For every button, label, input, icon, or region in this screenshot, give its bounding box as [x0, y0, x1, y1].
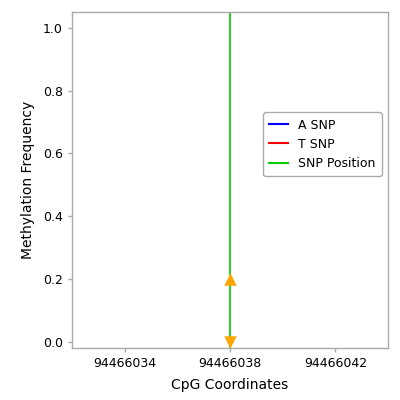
Y-axis label: Methylation Frequency: Methylation Frequency: [21, 101, 35, 259]
X-axis label: CpG Coordinates: CpG Coordinates: [171, 378, 289, 392]
Point: [227, 276, 233, 282]
Legend: A SNP, T SNP, SNP Position: A SNP, T SNP, SNP Position: [263, 112, 382, 176]
Point: [227, 338, 233, 345]
